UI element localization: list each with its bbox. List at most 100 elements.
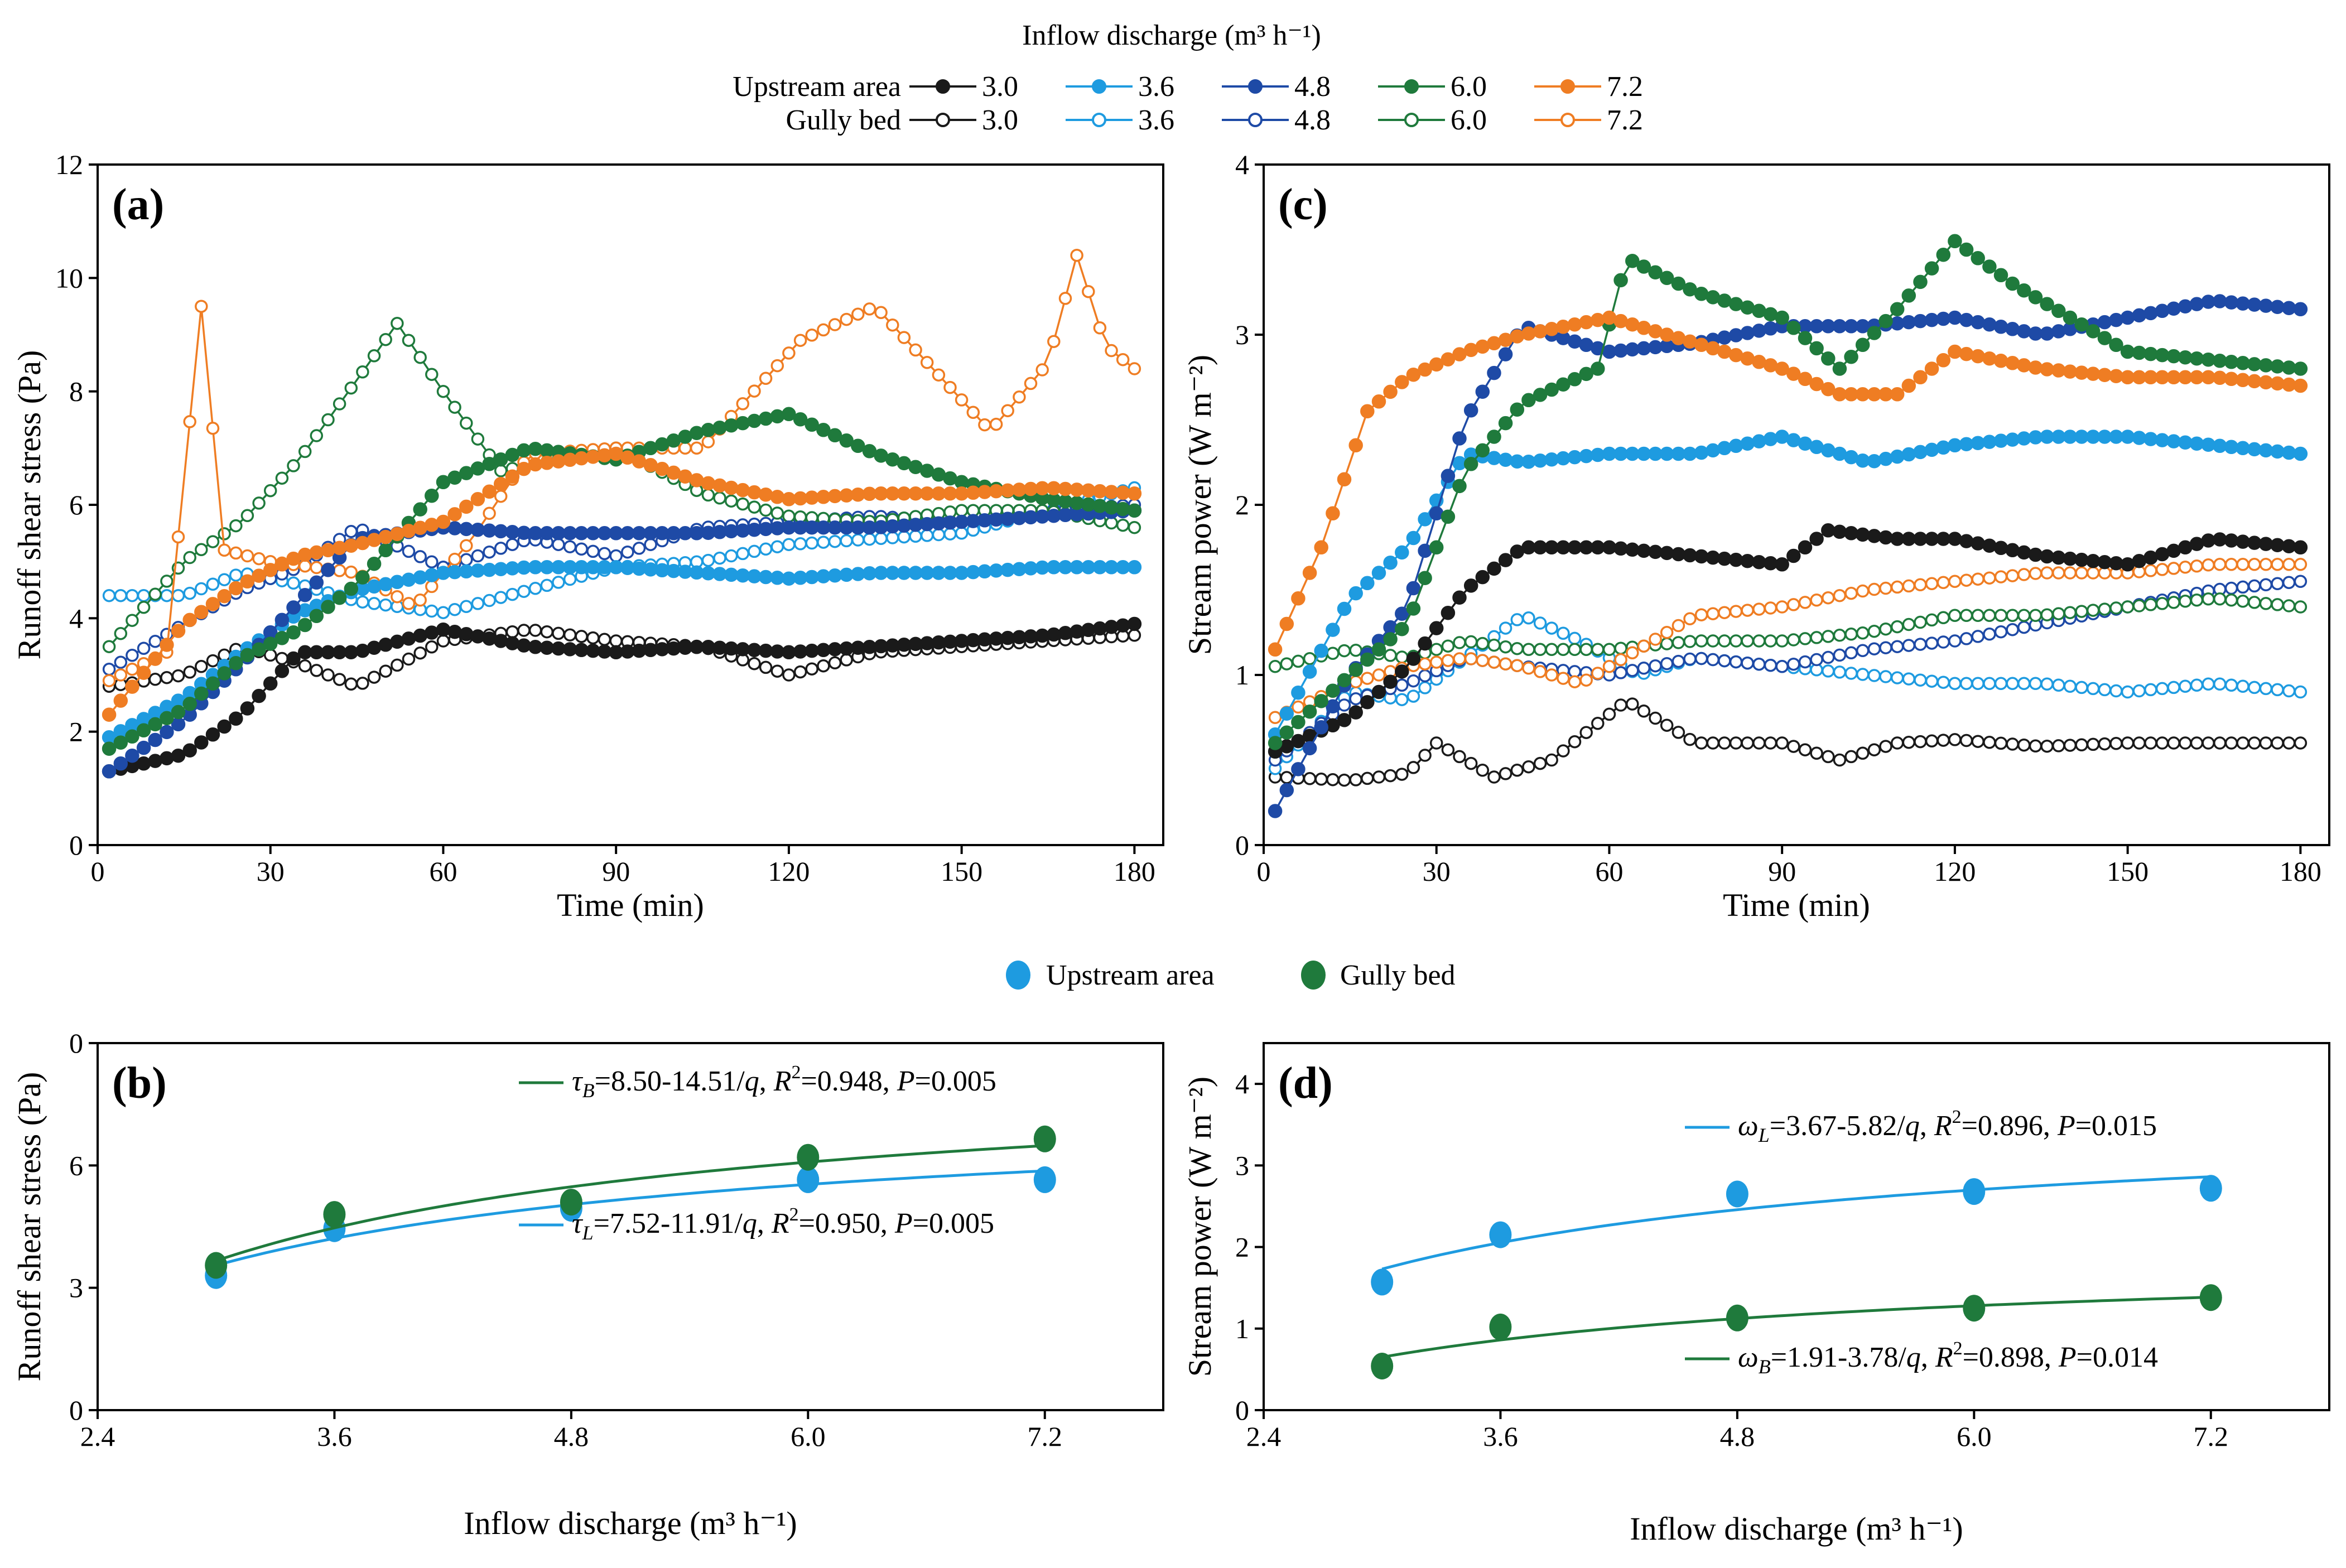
data-point	[632, 454, 647, 469]
data-point	[1279, 706, 1294, 721]
data-point	[1636, 543, 1651, 558]
data-point	[2224, 533, 2239, 548]
data-point	[183, 665, 196, 679]
data-point	[355, 643, 370, 658]
data-point	[1557, 626, 1570, 640]
data-point	[1602, 540, 1617, 555]
data-point	[1522, 760, 1535, 774]
data-point	[391, 658, 404, 672]
data-point	[493, 476, 508, 491]
data-point	[919, 566, 934, 580]
data-point	[724, 549, 738, 563]
data-point	[483, 545, 496, 559]
data-point	[171, 530, 185, 544]
data-point	[1798, 331, 1813, 345]
data-point	[886, 318, 899, 332]
data-point	[470, 522, 485, 537]
data-point	[966, 406, 980, 419]
data-point	[1058, 626, 1073, 640]
data-point	[1706, 634, 1720, 648]
data-point	[1764, 736, 1777, 750]
data-point	[274, 631, 290, 645]
data-point	[1499, 767, 1512, 780]
data-point	[1372, 770, 1386, 784]
data-point	[298, 659, 312, 673]
data-point	[2109, 684, 2123, 698]
data-point	[1994, 677, 2008, 691]
data-point	[701, 566, 716, 581]
data-point	[1464, 635, 1478, 649]
data-point	[2247, 357, 2262, 372]
data-point	[1326, 506, 1340, 521]
data-point	[1925, 577, 1939, 591]
data-point	[1728, 328, 1743, 342]
data-point	[2167, 681, 2180, 694]
data-point	[597, 448, 612, 462]
data-point	[1729, 634, 1743, 648]
data-point	[2017, 568, 2031, 581]
data-point	[217, 666, 232, 681]
data-point	[1798, 655, 1812, 669]
data-point	[1729, 605, 1743, 618]
data-point	[966, 633, 981, 648]
data-point	[1395, 650, 1409, 664]
data-point	[1717, 441, 1732, 456]
data-point	[1936, 635, 1950, 649]
data-point	[240, 574, 255, 589]
data-point	[1406, 761, 1420, 774]
data-point	[1729, 655, 1743, 669]
data-point	[1763, 556, 1778, 571]
data-point	[2236, 296, 2250, 311]
data-point	[1786, 433, 1801, 447]
data-point	[1452, 456, 1467, 471]
data-point	[171, 588, 185, 602]
data-point	[2144, 736, 2157, 750]
data-point	[1683, 446, 1697, 461]
data-point	[2040, 362, 2054, 377]
data-point	[252, 552, 266, 566]
data-point	[297, 645, 312, 660]
data-point	[2063, 566, 2077, 580]
data-point	[1383, 555, 1398, 570]
data-point	[539, 456, 555, 470]
panel-label: (c)	[1278, 180, 1328, 229]
data-point	[1671, 276, 1686, 291]
data-point	[1649, 711, 1662, 725]
data-point	[2085, 324, 2101, 339]
data-point	[505, 525, 520, 539]
data-point	[632, 542, 646, 555]
data-point	[817, 659, 830, 673]
data-point	[724, 524, 739, 539]
data-point	[782, 520, 796, 535]
y-tick-label: 6	[69, 489, 83, 520]
data-point	[1476, 654, 1490, 667]
data-point	[2120, 310, 2135, 325]
data-point	[1035, 363, 1049, 377]
x-tick-label: 2.4	[1246, 1421, 1282, 1452]
top-legend-row1-label: Upstream area	[733, 71, 901, 103]
data-point	[1706, 653, 1720, 667]
data-point	[2294, 685, 2308, 699]
data-point	[482, 457, 497, 471]
data-point	[2178, 370, 2193, 385]
data-point	[448, 602, 461, 616]
data-point	[1901, 378, 1916, 393]
data-point	[1856, 584, 1870, 598]
data-point	[2051, 550, 2066, 565]
data-point	[1522, 662, 1535, 675]
fit-equation: τL=7.52-11.91/q, R2=0.950, P=0.005	[572, 1204, 994, 1244]
data-point	[586, 631, 600, 645]
data-point	[1925, 636, 1939, 650]
data-point	[1717, 293, 1732, 308]
data-point	[851, 520, 865, 535]
data-point	[1487, 430, 1501, 444]
data-point	[1012, 483, 1027, 497]
data-point	[1855, 453, 1870, 468]
data-point	[205, 597, 220, 611]
data-point	[413, 646, 427, 660]
data-point	[1993, 268, 2008, 283]
data-point	[2040, 549, 2054, 564]
x-tick-label: 60	[429, 856, 457, 887]
data-point	[1579, 540, 1593, 555]
data-point	[1626, 664, 1639, 677]
